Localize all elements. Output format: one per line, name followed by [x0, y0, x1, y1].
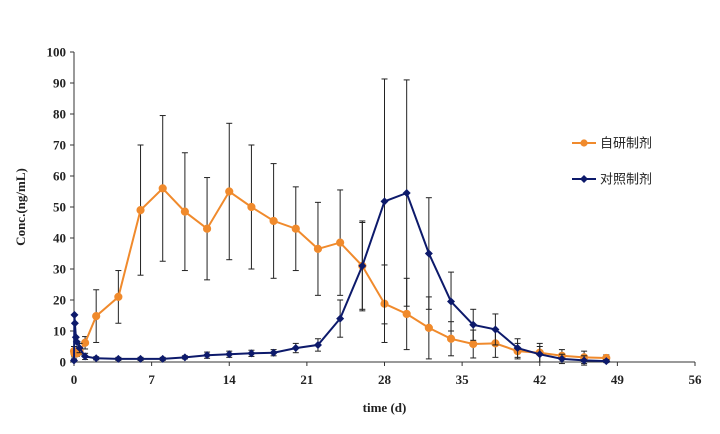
x-tick-label: 56	[689, 372, 703, 387]
y-tick-label: 30	[53, 262, 66, 277]
y-axis-title: Conc.(ng/mL)	[13, 168, 28, 246]
data-point	[580, 356, 589, 365]
data-point	[247, 202, 256, 212]
y-tick-label: 50	[53, 200, 66, 215]
data-point	[136, 206, 145, 215]
y-tick-label: 60	[53, 169, 66, 184]
data-point	[424, 323, 433, 332]
y-tick-label: 70	[53, 138, 66, 153]
x-tick-label: 35	[456, 372, 470, 387]
data-point	[92, 354, 101, 363]
data-point	[313, 244, 323, 253]
data-point	[447, 297, 456, 306]
data-point	[180, 207, 189, 216]
data-point	[158, 354, 167, 363]
data-point	[424, 249, 433, 258]
x-tick-label: 42	[533, 372, 546, 387]
legend-label: 自研制剂	[600, 137, 652, 152]
legend-marker	[580, 139, 588, 147]
x-tick-label: 28	[378, 372, 392, 387]
data-point	[336, 238, 345, 247]
data-point	[81, 352, 90, 361]
y-tick-label: 0	[60, 355, 67, 370]
data-point	[446, 334, 456, 343]
y-tick-label: 80	[53, 107, 66, 122]
y-tick-label: 90	[53, 76, 66, 91]
data-point	[247, 349, 256, 358]
data-point	[75, 344, 84, 353]
data-point	[557, 354, 566, 363]
axes: 0 10 20 30 40 50 60 70 80 90 100 0 7 14 21 28 35 42 49 56	[47, 45, 703, 388]
data-point	[70, 356, 78, 365]
data-point	[225, 187, 234, 196]
data-point	[136, 354, 145, 363]
data-point	[491, 325, 500, 334]
data-point	[70, 319, 79, 328]
x-tick-label: 14	[223, 372, 237, 387]
data-point	[469, 320, 478, 329]
data-point	[313, 340, 322, 349]
y-tick-label: 10	[53, 324, 66, 339]
series-layer	[69, 78, 611, 366]
data-point	[269, 348, 278, 357]
x-axis-title: time (d)	[363, 400, 407, 415]
data-point	[203, 351, 212, 360]
data-point	[114, 292, 123, 301]
legend-label: 对照制剂	[600, 173, 652, 188]
data-point	[469, 339, 478, 349]
data-point	[180, 353, 189, 362]
x-tick-label: 49	[611, 372, 625, 387]
data-point	[602, 357, 611, 366]
data-point	[92, 312, 101, 321]
data-point	[402, 189, 411, 198]
data-point	[72, 337, 81, 346]
x-tick-label: 21	[300, 372, 313, 387]
data-point	[535, 350, 544, 359]
legend-item: 对照制剂	[572, 173, 652, 188]
data-point	[202, 224, 212, 233]
data-point	[269, 216, 278, 226]
data-point	[402, 309, 411, 319]
legend-marker	[580, 175, 588, 183]
data-point	[291, 344, 300, 353]
data-point	[291, 224, 300, 233]
data-point	[380, 197, 389, 206]
y-tick-label: 20	[53, 293, 66, 308]
series-2	[70, 78, 611, 366]
y-tick-label: 40	[53, 231, 66, 246]
data-point	[70, 310, 79, 319]
x-tick-label: 0	[71, 372, 78, 387]
data-point	[80, 338, 90, 347]
data-point	[225, 350, 234, 359]
data-point	[336, 314, 345, 323]
x-tick-label: 7	[148, 372, 155, 387]
data-point	[114, 354, 123, 363]
y-tick-label: 100	[47, 45, 67, 60]
data-point	[358, 261, 367, 270]
legend-item: 自研制剂	[572, 137, 652, 152]
data-point	[158, 184, 167, 193]
data-point	[513, 344, 522, 353]
